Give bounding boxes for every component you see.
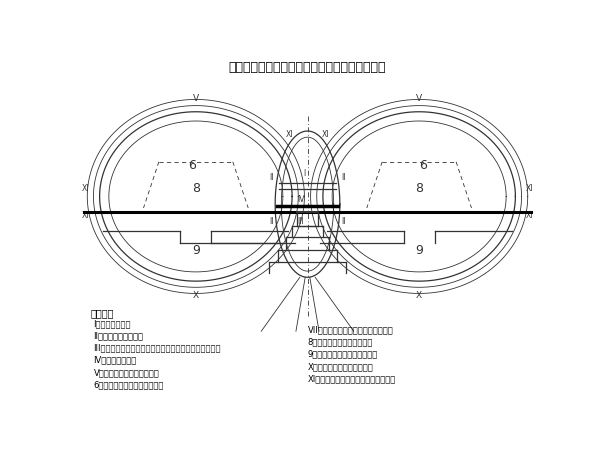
Text: III、基底注浆锚杆施作，灌注中墙及中墙顶部回填处理；: III、基底注浆锚杆施作，灌注中墙及中墙顶部回填处理； bbox=[94, 343, 221, 352]
Text: 连拱隧道中导洞法合阶分步开挖施工作业程序图: 连拱隧道中导洞法合阶分步开挖施工作业程序图 bbox=[229, 61, 386, 74]
Text: 8: 8 bbox=[415, 182, 423, 195]
Text: 8、主洞上合阶核心土开挖；: 8、主洞上合阶核心土开挖； bbox=[308, 338, 373, 346]
Text: II: II bbox=[341, 173, 346, 182]
Text: 6、左（右）主洞上合阶开挖；: 6、左（右）主洞上合阶开挖； bbox=[94, 381, 164, 390]
Text: 8: 8 bbox=[192, 182, 200, 195]
Text: XI: XI bbox=[82, 184, 89, 193]
Text: XI: XI bbox=[526, 211, 533, 220]
Text: X: X bbox=[416, 291, 422, 300]
Text: V、左（右）主洞超前支护；: V、左（右）主洞超前支护； bbox=[94, 368, 159, 377]
Text: 6: 6 bbox=[419, 159, 427, 172]
Text: II、中导洞初期支护；: II、中导洞初期支护； bbox=[94, 331, 143, 340]
Text: X: X bbox=[193, 291, 199, 300]
Text: XI: XI bbox=[82, 211, 89, 220]
Text: IV、中隔墙支柱；: IV、中隔墙支柱； bbox=[94, 356, 137, 365]
Text: 9、左（右）主洞下合阶开挖；: 9、左（右）主洞下合阶开挖； bbox=[308, 350, 378, 359]
Text: 6: 6 bbox=[188, 159, 196, 172]
Text: V: V bbox=[193, 94, 199, 103]
Text: XI: XI bbox=[526, 184, 533, 193]
Text: II: II bbox=[269, 216, 274, 225]
Text: I、中导洞开挖；: I、中导洞开挖； bbox=[94, 319, 131, 328]
Text: X、左（右）主洞仰拱初砌；: X、左（右）主洞仰拱初砌； bbox=[308, 362, 373, 371]
Text: IV: IV bbox=[298, 195, 305, 204]
Text: II: II bbox=[269, 173, 274, 182]
Text: VII、左（右）主洞上合阶初期支护；: VII、左（右）主洞上合阶初期支护； bbox=[308, 325, 393, 334]
Text: III: III bbox=[298, 216, 304, 225]
Text: XI、全断面模注左（右）洞二次初砌。: XI、全断面模注左（右）洞二次初砌。 bbox=[308, 374, 396, 383]
Text: V: V bbox=[416, 94, 422, 103]
Text: I: I bbox=[304, 169, 306, 178]
Text: 图例号：: 图例号： bbox=[91, 308, 114, 318]
Text: 9: 9 bbox=[415, 244, 423, 257]
Text: XI: XI bbox=[285, 130, 293, 140]
Text: XI: XI bbox=[322, 130, 330, 140]
Text: 9: 9 bbox=[192, 244, 200, 257]
Text: II: II bbox=[341, 216, 346, 225]
